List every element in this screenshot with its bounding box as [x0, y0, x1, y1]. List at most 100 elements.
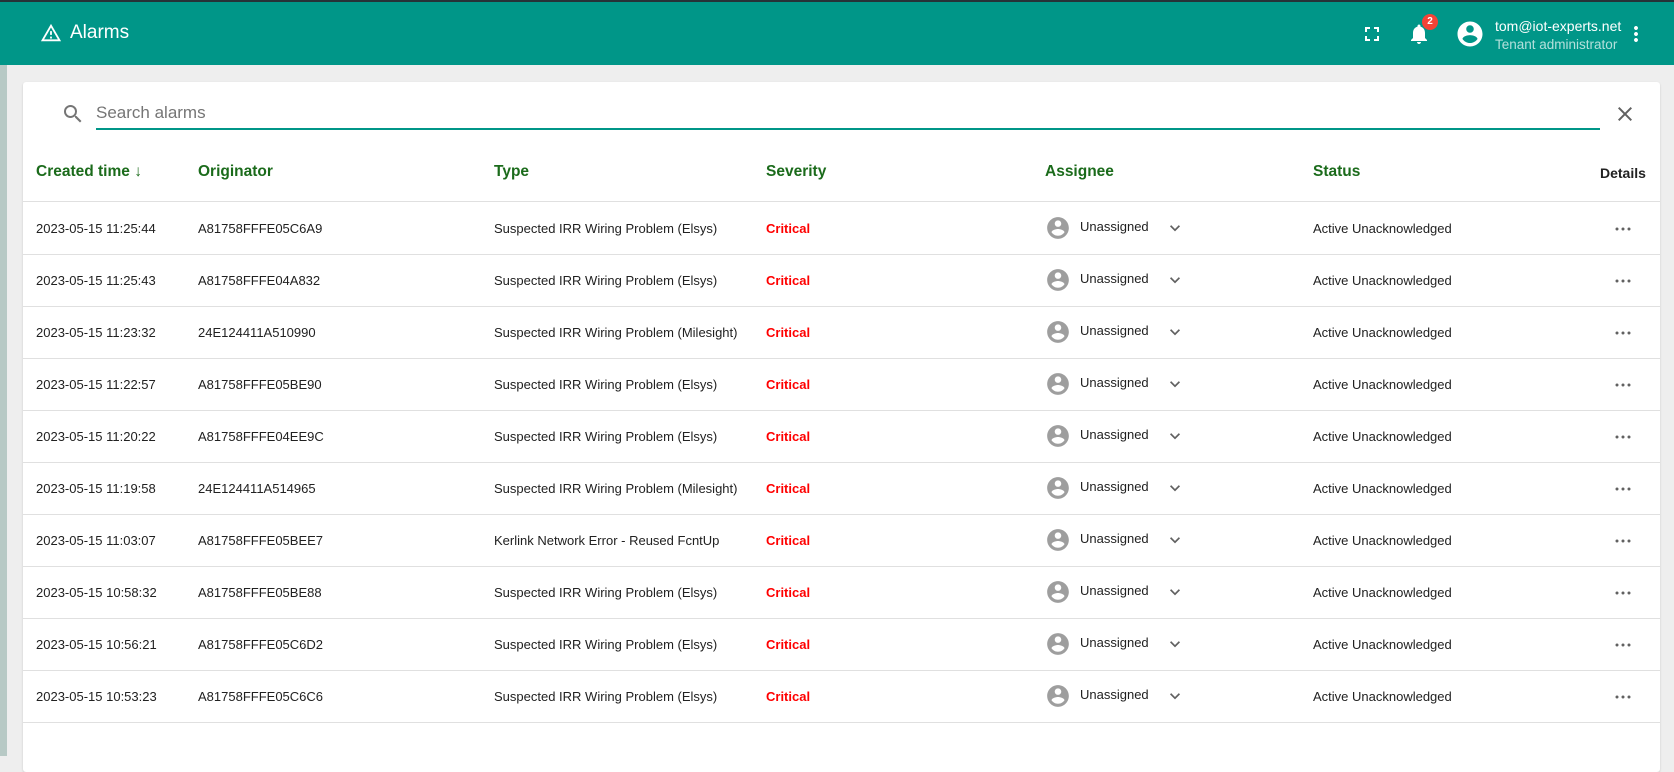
- more-vert-icon[interactable]: [1624, 22, 1648, 46]
- alarm-type: Suspected IRR Wiring Problem (Elsys): [494, 637, 718, 652]
- alarm-status: Active Unacknowledged: [1313, 429, 1452, 444]
- originator: A81758FFFE04A832: [198, 273, 321, 288]
- more-horiz-icon[interactable]: [1611, 633, 1635, 657]
- created-time: 2023-05-15 11:25:43: [36, 273, 156, 288]
- side-strip: [0, 0, 7, 756]
- originator: A81758FFFE05BE90: [198, 377, 322, 392]
- assignee-label: Unassigned: [1080, 426, 1149, 442]
- chevron-down-icon[interactable]: [1165, 218, 1185, 238]
- assignee-label: Unassigned: [1080, 218, 1149, 234]
- account-circle-icon: [1047, 581, 1069, 603]
- alarm-status: Active Unacknowledged: [1313, 689, 1452, 704]
- created-time: 2023-05-15 11:23:32: [36, 325, 156, 340]
- alarm-status: Active Unacknowledged: [1313, 637, 1452, 652]
- page-title-text: Alarms: [70, 22, 130, 43]
- created-time: 2023-05-15 11:03:07: [36, 533, 156, 548]
- table-row[interactable]: 2023-05-15 11:20:22 A81758FFFE04EE9C Suspe…: [23, 411, 1660, 463]
- created-time: 2023-05-15 10:53:23: [36, 689, 157, 704]
- more-horiz-icon[interactable]: [1611, 321, 1635, 345]
- severity-badge: Critical: [766, 533, 811, 548]
- assignee-select[interactable]: Unassigned: [1045, 475, 1185, 501]
- more-horiz-icon[interactable]: [1611, 529, 1635, 553]
- alarm-status: Active Unacknowledged: [1313, 377, 1452, 392]
- user-email[interactable]: tom@iot-experts.net: [1495, 18, 1622, 34]
- column-created-time[interactable]: Created time ↓: [36, 163, 142, 181]
- chevron-down-icon[interactable]: [1165, 270, 1185, 290]
- more-horiz-icon[interactable]: [1611, 269, 1635, 293]
- assignee-select[interactable]: Unassigned: [1045, 527, 1185, 553]
- severity-badge: Critical: [766, 273, 811, 288]
- table-row[interactable]: 2023-05-15 11:25:43 A81758FFFE04A832 Suspe…: [23, 255, 1660, 307]
- assignee-select[interactable]: Unassigned: [1045, 423, 1185, 449]
- severity-badge: Critical: [766, 221, 811, 236]
- table-row[interactable]: 2023-05-15 10:58:32 A81758FFFE05BE88 Suspe…: [23, 567, 1660, 619]
- account-circle-icon: [1047, 321, 1069, 343]
- user-avatar-icon[interactable]: [1455, 19, 1485, 49]
- alarm-type: Suspected IRR Wiring Problem (Elsys): [494, 273, 718, 288]
- alarm-status: Active Unacknowledged: [1313, 273, 1452, 288]
- table-row[interactable]: 2023-05-15 10:56:21 A81758FFFE05C6D2 Suspe…: [23, 619, 1660, 671]
- chevron-down-icon[interactable]: [1165, 478, 1185, 498]
- column-status[interactable]: Status: [1313, 163, 1361, 180]
- more-horiz-icon[interactable]: [1611, 477, 1635, 501]
- chevron-down-icon[interactable]: [1165, 426, 1185, 446]
- severity-badge: Critical: [766, 377, 811, 392]
- more-horiz-icon[interactable]: [1611, 217, 1635, 241]
- table-row[interactable]: 2023-05-15 11:03:07 A81758FFFE05BEE7 Kerli…: [23, 515, 1660, 567]
- user-role: Tenant administrator: [1495, 37, 1618, 52]
- account-circle-icon: [1047, 269, 1069, 291]
- table-row[interactable]: 2023-05-15 11:25:44 A81758FFFE05C6A9 Suspe…: [23, 203, 1660, 255]
- assignee-select[interactable]: Unassigned: [1045, 683, 1185, 709]
- assignee-label: Unassigned: [1080, 634, 1149, 650]
- assignee-select[interactable]: Unassigned: [1045, 631, 1185, 657]
- column-severity[interactable]: Severity: [766, 163, 827, 180]
- bell-icon[interactable]: [1407, 22, 1431, 46]
- originator: 24E124411A510990: [198, 325, 316, 340]
- table-row[interactable]: 2023-05-15 11:19:58 24E124411A514965 Suspe…: [23, 463, 1660, 515]
- table-row[interactable]: 2023-05-15 11:23:32 24E124411A510990 Suspe…: [23, 307, 1660, 359]
- chevron-down-icon[interactable]: [1165, 634, 1185, 654]
- chevron-down-icon[interactable]: [1165, 374, 1185, 394]
- search-icon: [64, 105, 82, 123]
- notification-badge: 2: [1422, 14, 1438, 30]
- originator: A81758FFFE05C6C6: [198, 689, 324, 704]
- assignee-select[interactable]: Unassigned: [1045, 371, 1185, 397]
- created-time: 2023-05-15 11:25:44: [36, 221, 156, 236]
- originator: A81758FFFE05BEE7: [198, 533, 324, 548]
- chevron-down-icon[interactable]: [1165, 530, 1185, 550]
- alarm-type: Kerlink Network Error - Reused FcntUp: [494, 533, 720, 548]
- more-horiz-icon[interactable]: [1611, 373, 1635, 397]
- alarm-type: Suspected IRR Wiring Problem (Elsys): [494, 585, 718, 600]
- originator: A81758FFFE05BE88: [198, 585, 322, 600]
- created-time: 2023-05-15 10:58:32: [36, 585, 157, 600]
- alarm-status: Active Unacknowledged: [1313, 221, 1452, 236]
- column-originator[interactable]: Originator: [198, 163, 273, 180]
- created-time: 2023-05-15 11:19:58: [36, 481, 156, 496]
- alarm-type: Suspected IRR Wiring Problem (Elsys): [494, 221, 718, 236]
- search-input[interactable]: [96, 98, 1600, 130]
- chevron-down-icon[interactable]: [1165, 582, 1185, 602]
- assignee-select[interactable]: Unassigned: [1045, 267, 1185, 293]
- assignee-select[interactable]: Unassigned: [1045, 579, 1185, 605]
- alarm-status: Active Unacknowledged: [1313, 325, 1452, 340]
- column-assignee[interactable]: Assignee: [1045, 163, 1114, 180]
- chevron-down-icon[interactable]: [1165, 322, 1185, 342]
- assignee-label: Unassigned: [1080, 374, 1149, 390]
- top-bar: Alarms 2 tom@iot-experts.net Tenant admi…: [0, 0, 1674, 65]
- severity-badge: Critical: [766, 481, 811, 496]
- column-type[interactable]: Type: [494, 163, 530, 180]
- warning-icon: [40, 23, 62, 42]
- assignee-select[interactable]: Unassigned: [1045, 215, 1185, 241]
- more-horiz-icon[interactable]: [1611, 581, 1635, 605]
- table-row[interactable]: 2023-05-15 10:53:23 A81758FFFE05C6C6 Suspe…: [23, 671, 1660, 723]
- page-title: Alarms: [40, 22, 129, 44]
- chevron-down-icon[interactable]: [1165, 686, 1185, 706]
- more-horiz-icon[interactable]: [1611, 425, 1635, 449]
- more-horiz-icon[interactable]: [1611, 685, 1635, 709]
- fullscreen-icon[interactable]: [1360, 22, 1384, 46]
- originator: A81758FFFE05C6D2: [198, 637, 324, 652]
- assignee-select[interactable]: Unassigned: [1045, 319, 1185, 345]
- close-icon[interactable]: [1613, 102, 1637, 126]
- sort-arrow-down-icon: ↓: [134, 163, 142, 180]
- table-row[interactable]: 2023-05-15 11:22:57 A81758FFFE05BE90 Suspe…: [23, 359, 1660, 411]
